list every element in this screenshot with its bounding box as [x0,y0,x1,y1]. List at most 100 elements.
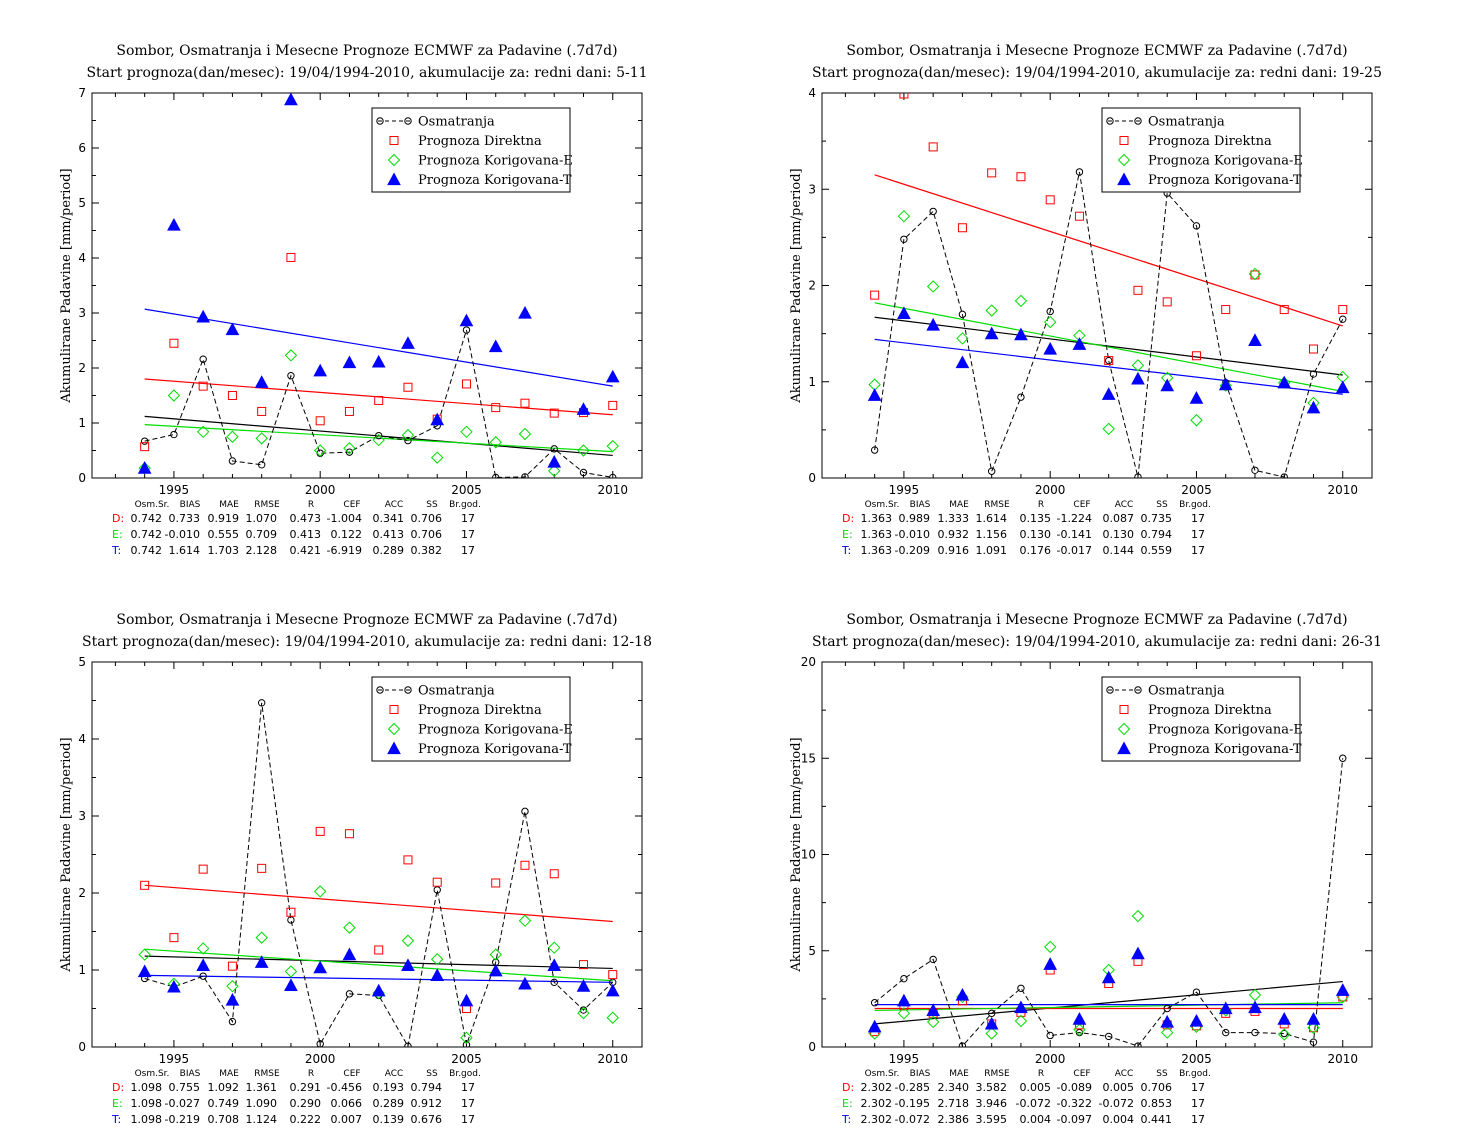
stats-cell: -0.195 [895,1097,930,1110]
legend-label: Prognoza Korigovana-E [418,154,573,169]
data-point-E [313,885,327,898]
trend-line-D [874,174,1343,327]
chart-title: Sombor, Osmatranja i Mesecne Prognoze EC… [116,612,617,628]
data-point-E [1073,1023,1086,1036]
data-point-D [286,907,296,917]
stats-cell: 1.092 [208,1081,240,1094]
data-point-E [1014,294,1028,308]
stats-cell: -0.017 [1057,544,1092,557]
x-tick-label: 2005 [451,483,482,497]
y-tick-label: 10 [801,848,816,862]
legend-label: Prognoza Korigovana-E [1148,723,1303,738]
legend-label: Prognoza Korigovana-T [418,742,572,757]
legend-marker [1117,722,1131,736]
data-point-E [226,430,239,443]
stats-row-label: E: [842,528,853,541]
legend-marker [1119,136,1129,145]
legend-marker [387,153,401,167]
legend-marker [387,722,401,736]
stats-cell: 0.290 [290,1097,322,1110]
stats-cell: 1.363 [861,512,893,525]
stats-cell: 2.302 [861,1113,893,1126]
data-point-E [343,921,356,934]
stats-cell: 0.706 [411,512,443,525]
stats-cell: -0.322 [1057,1097,1092,1110]
stats-cell: 0.932 [938,528,970,541]
stats-cell: 3.582 [976,1081,1008,1094]
trend-line-E [874,1002,1343,1012]
y-tick-label: 4 [78,732,86,746]
x-tick-label: 1995 [889,483,920,497]
data-point-E [606,439,619,453]
data-point-obs [579,468,588,477]
stats-cell: 0.706 [1141,1081,1173,1094]
data-point-T [1248,333,1262,346]
y-tick-label: 3 [808,182,816,196]
data-point-D [870,290,880,300]
data-point-D [1279,305,1289,315]
data-point-T [313,363,328,377]
trend-line-obs [874,980,1343,1025]
stats-cell: 0.559 [1141,544,1173,557]
data-point-D [1308,344,1318,354]
stats-cell: 1.156 [976,528,1008,541]
series-T [137,93,620,474]
data-point-D [169,933,179,943]
stats-cell: 0.413 [373,528,405,541]
series-E [868,209,1349,436]
data-point-E [897,209,911,223]
data-point-T [1306,400,1321,414]
data-point-obs [1105,1032,1113,1041]
data-point-T [137,461,152,474]
data-point-T [284,978,298,991]
data-point-D [899,93,909,99]
data-point-T [430,968,445,981]
legend-marker [404,686,412,694]
data-point-E [460,1031,473,1044]
stats-cell: 0.004 [1020,1113,1052,1126]
data-point-D [257,863,267,873]
data-point-T [955,987,970,1001]
stats-header: RMSE [984,500,1010,510]
stats-cell: 0.222 [290,1113,322,1126]
stats-cell: 17 [1191,1081,1205,1094]
stats-cell: 0.289 [373,1097,405,1110]
stats-header: ACC [385,1069,404,1079]
stats-header: ACC [1115,1069,1134,1079]
stats-header: CEF [343,500,360,510]
stats-cell: 0.004 [1103,1113,1135,1126]
y-tick-label: 5 [78,196,86,210]
data-point-T [605,983,620,997]
stats-header: MAE [949,500,969,510]
stats-header: CEF [1073,1069,1090,1079]
legend-marker [389,136,399,145]
data-point-T [225,322,240,336]
data-point-D [315,826,325,836]
data-point-E [518,914,532,927]
data-point-E [577,444,590,457]
series-T [867,306,1350,414]
data-point-obs [1134,473,1142,478]
data-point-T [284,93,298,106]
data-point-T [984,326,999,340]
trend-line-E [144,424,613,453]
data-point-E [606,1011,619,1024]
stats-header: RMSE [254,500,280,510]
stats-cell: 0.749 [208,1097,240,1110]
data-point-E [985,1027,998,1040]
stats-header: BIAS [180,1069,201,1079]
data-point-D [549,869,559,879]
stats-cell: -1.224 [1057,512,1092,525]
data-point-T [547,958,562,971]
stats-cell: 0.130 [1020,528,1052,541]
stats-cell: 17 [1191,528,1205,541]
stats-cell: 1.090 [246,1097,278,1110]
legend-marker [376,117,384,125]
data-point-obs [987,1009,996,1018]
data-point-E [343,442,356,455]
stats-cell: 0.291 [290,1081,322,1094]
data-point-T [430,412,445,426]
stats-header: SS [1156,500,1168,510]
data-point-obs [199,355,207,363]
data-point-obs [345,990,354,998]
